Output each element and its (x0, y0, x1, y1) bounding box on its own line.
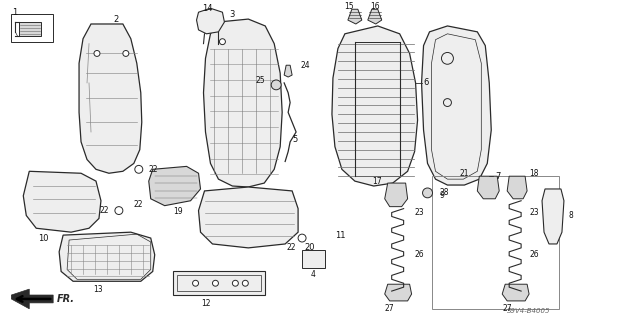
Text: 5: 5 (292, 135, 298, 145)
Polygon shape (385, 284, 412, 301)
Text: 21: 21 (460, 169, 469, 178)
Text: 10: 10 (38, 234, 49, 242)
Polygon shape (332, 26, 417, 186)
Text: 24: 24 (300, 61, 310, 70)
Text: 26: 26 (415, 250, 424, 259)
Polygon shape (422, 26, 492, 185)
Polygon shape (542, 189, 564, 244)
Text: 1: 1 (12, 8, 17, 17)
Text: 2: 2 (113, 15, 118, 24)
Text: 18: 18 (529, 169, 539, 178)
Text: 23: 23 (415, 208, 424, 217)
Polygon shape (477, 176, 499, 199)
Text: 12: 12 (201, 299, 211, 308)
Text: 28: 28 (440, 189, 449, 197)
Text: 26: 26 (529, 250, 539, 259)
Polygon shape (196, 8, 225, 34)
Polygon shape (302, 250, 325, 268)
Polygon shape (23, 171, 101, 232)
Polygon shape (59, 232, 155, 281)
Text: 15: 15 (344, 2, 354, 11)
Polygon shape (79, 24, 142, 173)
Text: 19: 19 (173, 207, 182, 216)
Circle shape (298, 234, 306, 242)
Polygon shape (284, 65, 292, 77)
Circle shape (115, 207, 123, 214)
Text: 27: 27 (502, 304, 512, 313)
Circle shape (135, 165, 143, 173)
Text: FR.: FR. (57, 294, 75, 304)
Text: 6: 6 (424, 78, 429, 87)
Text: 22: 22 (99, 206, 109, 215)
Text: 7: 7 (495, 172, 500, 181)
Text: 22: 22 (133, 200, 143, 209)
Polygon shape (198, 187, 298, 248)
Polygon shape (507, 176, 527, 199)
Text: 8: 8 (569, 211, 573, 220)
Circle shape (243, 280, 248, 286)
Polygon shape (148, 167, 200, 206)
Circle shape (232, 280, 238, 286)
Circle shape (193, 280, 198, 286)
Text: 9: 9 (439, 191, 444, 200)
Circle shape (220, 39, 225, 45)
Polygon shape (12, 289, 53, 309)
Text: 27: 27 (385, 304, 394, 313)
Text: 14: 14 (202, 4, 213, 13)
Polygon shape (348, 9, 362, 24)
Polygon shape (19, 22, 41, 36)
Text: 16: 16 (370, 2, 380, 11)
Text: 11: 11 (335, 231, 345, 240)
Polygon shape (173, 271, 265, 295)
Text: 22: 22 (148, 165, 158, 174)
Text: 13: 13 (93, 285, 103, 293)
Polygon shape (368, 9, 381, 24)
Text: 3: 3 (230, 10, 235, 19)
Text: 17: 17 (372, 177, 381, 186)
Polygon shape (204, 19, 282, 187)
Circle shape (212, 280, 218, 286)
Text: 22: 22 (287, 243, 296, 252)
Text: 25: 25 (255, 77, 265, 85)
Text: S9V4-B4005: S9V4-B4005 (508, 308, 551, 314)
Text: 20: 20 (305, 243, 316, 252)
Circle shape (94, 50, 100, 56)
Circle shape (123, 50, 129, 56)
Polygon shape (385, 183, 408, 207)
Circle shape (271, 80, 281, 90)
Text: 4: 4 (310, 270, 316, 279)
Text: 23: 23 (529, 208, 539, 217)
Circle shape (422, 188, 433, 198)
Polygon shape (502, 284, 529, 301)
